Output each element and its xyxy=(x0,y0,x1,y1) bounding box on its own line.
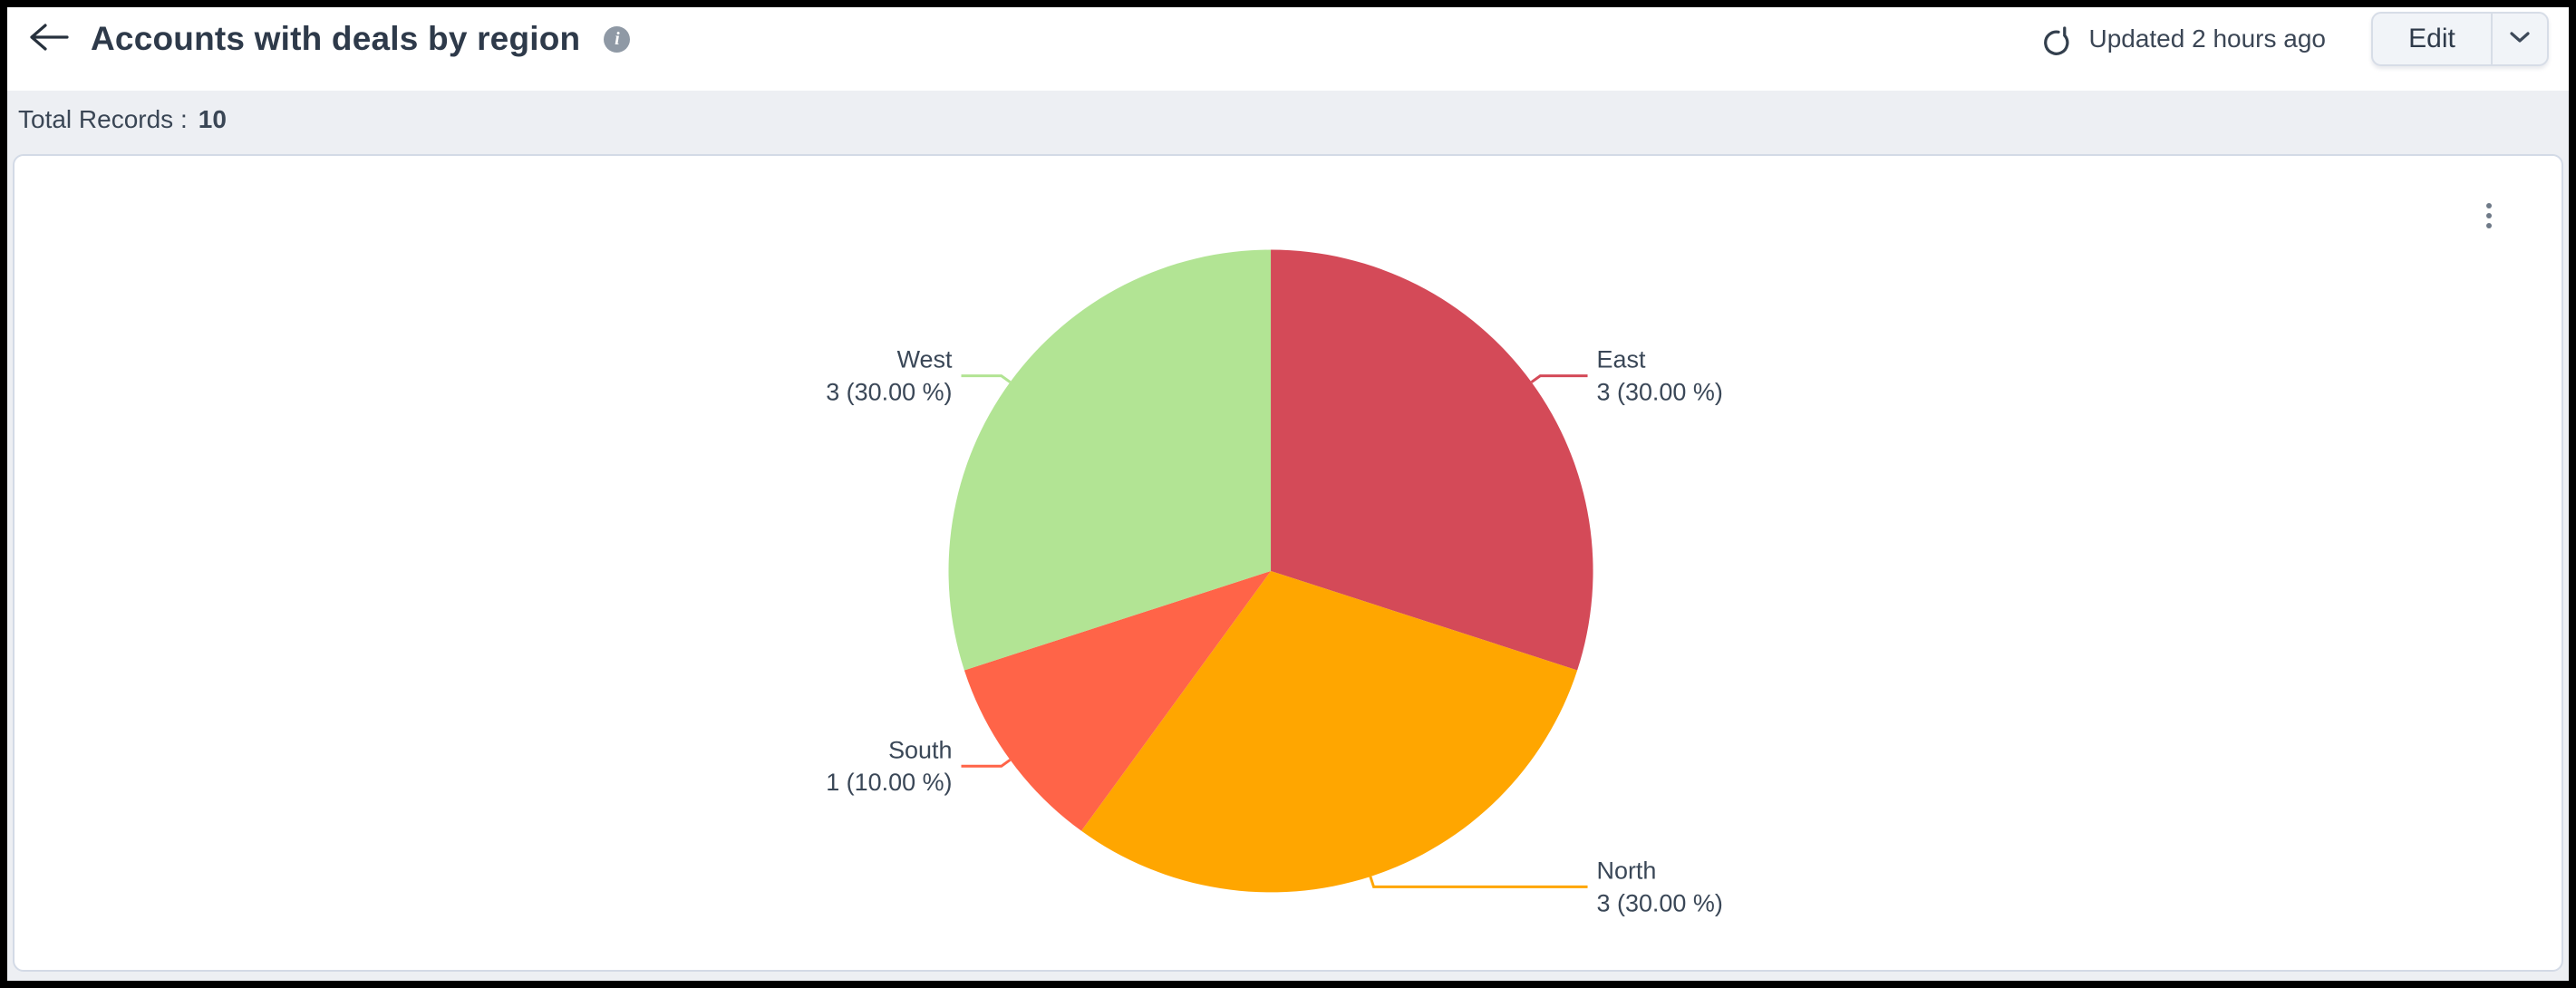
pie-label-name-south: South xyxy=(888,736,952,763)
pie-label-value-south: 1 (10.00 %) xyxy=(826,769,952,796)
edit-split-button: Edit xyxy=(2371,12,2549,66)
pie-leader-line-east xyxy=(1530,374,1588,383)
kebab-dot xyxy=(2486,203,2492,208)
refresh-icon xyxy=(2040,18,2075,61)
info-icon[interactable]: i xyxy=(604,25,631,53)
pie-chart-svg: East 3 (30.00 %) North 3 (30.00 %) South 1 (1… xyxy=(826,249,1723,916)
edit-dropdown-button[interactable] xyxy=(2493,14,2547,64)
pie-leader-line-north xyxy=(1369,876,1588,888)
app-window: Accounts with deals by region i Updated … xyxy=(7,7,2569,981)
report-header: Accounts with deals by region i Updated … xyxy=(7,7,2569,91)
updated-status: Updated 2 hours ago xyxy=(2088,24,2326,53)
button-divider xyxy=(2491,14,2493,64)
pie-label-name-north: North xyxy=(1597,857,1657,884)
pie-slice-south[interactable] xyxy=(964,570,1272,831)
pie-leader-line-west xyxy=(961,374,1012,383)
refresh-button[interactable] xyxy=(2039,20,2076,58)
chart-options-menu[interactable] xyxy=(2476,199,2502,232)
arrow-left-icon xyxy=(28,22,70,57)
pie-label-value-north: 3 (30.00 %) xyxy=(1597,889,1723,916)
chevron-down-icon xyxy=(2509,31,2531,48)
edit-button[interactable]: Edit xyxy=(2408,24,2455,53)
total-records-label: Total Records : xyxy=(18,105,188,133)
total-records-bar: Total Records : 10 xyxy=(7,91,2569,149)
report-content: Total Records : 10 East 3 (30.00 %) North 3… xyxy=(7,91,2569,981)
kebab-dot xyxy=(2486,223,2492,228)
info-glyph: i xyxy=(615,28,620,49)
page-title: Accounts with deals by region xyxy=(91,20,581,57)
pie-slice-north[interactable] xyxy=(1081,570,1578,893)
pie-label-name-west: West xyxy=(897,346,953,373)
pie-slice-west[interactable] xyxy=(948,249,1272,671)
total-records-value: 10 xyxy=(198,105,227,133)
back-button[interactable] xyxy=(27,23,71,55)
pie-label-value-west: 3 (30.00 %) xyxy=(826,379,952,406)
kebab-dot xyxy=(2486,213,2492,218)
pie-slice-east[interactable] xyxy=(1271,249,1593,671)
chart-card: East 3 (30.00 %) North 3 (30.00 %) South 1 (1… xyxy=(13,154,2563,972)
pie-label-name-east: East xyxy=(1597,346,1646,373)
pie-leader-line-south xyxy=(961,759,1012,768)
pie-label-value-east: 3 (30.00 %) xyxy=(1597,379,1723,406)
